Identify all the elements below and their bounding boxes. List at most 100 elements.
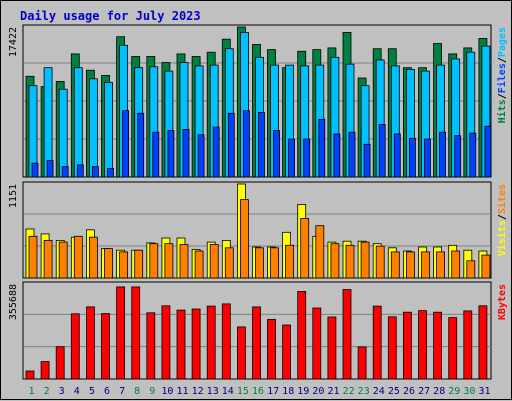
bar-hits-pages-day-29: [454, 135, 462, 178]
bar-hits-pages-day-5: [92, 166, 99, 178]
bar-hits-pages-day-10: [167, 130, 175, 178]
bar-hits-pages-day-12: [197, 134, 205, 178]
legend-entry: KBytes: [497, 284, 508, 320]
bar-visits-sites-day-23: [360, 241, 370, 279]
legend-entry: Visits: [496, 220, 508, 256]
bar-kbytes-kbytes-day-14: [221, 303, 231, 380]
bar-kbytes-kbytes-day-7: [116, 286, 125, 380]
chart-title: Daily usage for July 2023: [20, 9, 201, 23]
x-tick-label-day-16: 16: [252, 386, 264, 397]
bar-kbytes-kbytes-day-8: [131, 286, 141, 380]
bar-kbytes-kbytes-day-24: [372, 305, 382, 380]
bar-hits-pages-day-30: [469, 132, 477, 178]
panel-hits-scale-label: 17422: [8, 27, 19, 57]
bar-hits-pages-day-24: [378, 124, 386, 178]
x-tick-label-day-31: 31: [478, 386, 490, 397]
x-tick-label-day-14: 14: [222, 386, 234, 397]
x-tick-label-day-26: 26: [403, 386, 415, 397]
x-tick-label-day-13: 13: [207, 386, 219, 397]
bar-visits-sites-day-26: [405, 251, 415, 279]
x-tick-label-day-30: 30: [463, 386, 475, 397]
bar-hits-pages-day-6: [107, 167, 114, 178]
bar-kbytes-kbytes-day-4: [70, 313, 80, 380]
x-tick-label-day-20: 20: [312, 386, 324, 397]
bar-hits-pages-day-9: [152, 131, 160, 178]
bar-hits-files-day-6: [104, 81, 113, 178]
panel-kbytes-scale-label: 355688: [8, 284, 19, 320]
bar-hits-pages-day-28: [439, 131, 447, 178]
legend-entry: Files: [496, 63, 508, 93]
x-tick-label-day-25: 25: [388, 386, 400, 397]
x-tick-label-day-10: 10: [161, 386, 173, 397]
x-tick-label-day-2: 2: [44, 386, 50, 397]
bar-hits-pages-day-26: [408, 137, 416, 178]
x-tick-label-day-29: 29: [448, 386, 460, 397]
bar-visits-sites-day-3: [58, 241, 68, 279]
x-tick-label-day-3: 3: [59, 386, 65, 397]
bar-hits-pages-day-21: [333, 133, 341, 178]
bar-visits-sites-day-22: [345, 244, 355, 279]
bar-kbytes-kbytes-day-27: [418, 310, 427, 380]
x-tick-label-day-1: 1: [28, 386, 34, 397]
x-tick-label-day-7: 7: [119, 386, 125, 397]
bar-visits-sites-day-11: [179, 244, 189, 279]
legend-entry: Pages: [497, 27, 508, 57]
x-tick-label-day-8: 8: [134, 386, 140, 397]
x-tick-label-day-23: 23: [358, 386, 370, 397]
bar-hits-pages-day-23: [363, 143, 371, 178]
x-tick-label-day-12: 12: [192, 386, 204, 397]
bar-hits-pages-day-1: [31, 162, 39, 178]
panel-visits-scale-label: 1151: [8, 184, 19, 208]
bar-visits-sites-day-14: [224, 247, 234, 279]
panel-visits: 1151 Visits/Sites: [8, 181, 508, 279]
bar-hits-pages-day-27: [424, 138, 431, 178]
bar-visits-sites-day-13: [209, 244, 219, 279]
bar-visits-sites-day-17: [270, 247, 279, 279]
bar-hits-pages-day-19: [303, 138, 311, 178]
bar-hits-pages-day-31: [484, 125, 492, 178]
x-tick-label-day-9: 9: [149, 386, 155, 397]
bar-hits-pages-day-22: [348, 131, 356, 178]
bar-hits-pages-day-4: [76, 164, 84, 178]
bar-visits-sites-day-7: [119, 251, 128, 279]
bar-kbytes-kbytes-day-21: [327, 316, 337, 380]
bar-hits-pages-day-14: [227, 112, 235, 178]
x-tick-label-day-4: 4: [74, 386, 80, 397]
bar-visits-sites-day-1: [28, 235, 38, 279]
bar-visits-sites-day-8: [134, 249, 144, 279]
bar-hits-pages-day-18: [288, 138, 296, 178]
x-tick-label-day-17: 17: [267, 386, 279, 397]
bar-hits-files-day-3: [58, 88, 68, 178]
bar-visits-sites-day-20: [315, 225, 325, 279]
legend-entry: Hits: [496, 99, 508, 123]
bar-visits-sites-day-4: [73, 235, 83, 279]
bar-hits-pages-day-16: [258, 112, 265, 178]
bar-kbytes-kbytes-day-28: [433, 311, 443, 380]
legend-entry: /: [497, 93, 508, 99]
x-tick-label-day-21: 21: [327, 386, 339, 397]
bar-visits-sites-day-31: [481, 254, 491, 279]
panel-kbytes: 355688 KBytes: [8, 281, 508, 380]
bar-visits-sites-day-9: [149, 243, 159, 279]
x-tick-label-day-24: 24: [373, 386, 385, 397]
bar-kbytes-kbytes-day-15: [236, 326, 246, 380]
bar-kbytes-kbytes-day-25: [387, 316, 397, 380]
bar-kbytes-kbytes-day-13: [206, 305, 216, 380]
bar-kbytes-kbytes-day-6: [101, 313, 110, 380]
x-tick-label-day-22: 22: [343, 386, 355, 397]
bar-hits-pages-day-20: [318, 118, 326, 178]
bar-kbytes-kbytes-day-3: [55, 346, 65, 380]
bar-kbytes-kbytes-day-12: [191, 308, 201, 380]
bar-visits-sites-day-21: [330, 243, 340, 279]
x-tick-label-day-18: 18: [282, 386, 294, 397]
bar-kbytes-kbytes-day-26: [402, 311, 412, 380]
bar-hits-pages-day-7: [122, 110, 129, 178]
bar-visits-sites-day-27: [421, 251, 430, 279]
bar-visits-sites-day-24: [375, 245, 385, 279]
bar-kbytes-kbytes-day-9: [146, 312, 156, 380]
x-tick-label-day-15: 15: [237, 386, 249, 397]
panel-kbytes-legend: KBytes: [497, 284, 508, 320]
bar-hits-pages-day-8: [137, 112, 145, 178]
